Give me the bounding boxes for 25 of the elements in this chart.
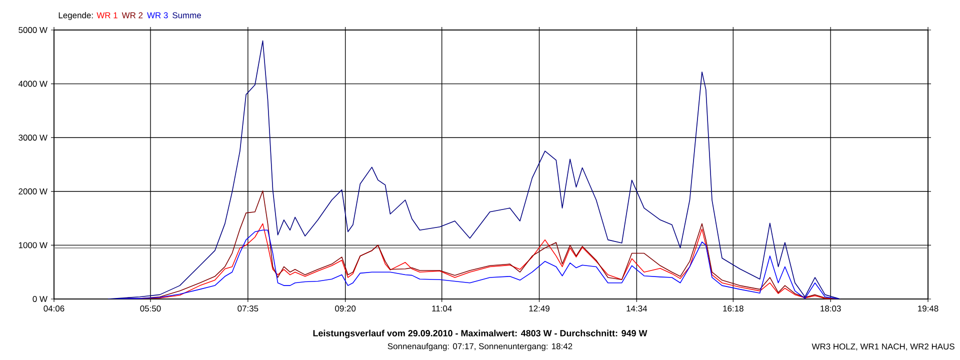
y-tick-label: 2000 W (18, 188, 48, 194)
line-series (108, 40, 840, 299)
x-tick-label: 09:20 (335, 306, 356, 312)
y-tick-label: 4000 W (18, 80, 48, 87)
text: Summe (172, 12, 201, 18)
legend-title: Legende: (58, 12, 93, 20)
text: WR 1 (96, 12, 118, 18)
x-tick-label: 04:06 (44, 306, 64, 312)
x-tick-label: 18:03 (820, 306, 841, 312)
x-tick-label: 14:34 (626, 306, 648, 312)
text: Leistungsverlauf vom 29.09.2010 - Maximalwert: 4803 W - Durchschnitt: 949 W (313, 330, 648, 338)
x-tick-label: 11:04 (432, 306, 452, 312)
x-tick-label: 19:48 (918, 306, 938, 312)
x-tick-label: 05:50 (140, 306, 161, 312)
y-tick-label: 0 W (32, 296, 48, 302)
x-tick-label: 12:49 (529, 306, 550, 312)
y-tick-label: 3000 W (18, 134, 48, 141)
text: WR 2 (122, 12, 143, 18)
x-tick-label: 07:35 (238, 306, 258, 312)
y-tick-label: 1000 W (18, 242, 48, 248)
x-tick-label: 16:18 (723, 306, 744, 312)
text: WR3 HOLZ, WR1 NACH, WR2 HAUS (812, 344, 954, 350)
text: WR 3 (147, 12, 168, 18)
y-tick-label: 5000 W (18, 27, 48, 33)
text: Sonnenaufgang: 07:17, Sonnenuntergang: 18:42 (388, 343, 572, 351)
